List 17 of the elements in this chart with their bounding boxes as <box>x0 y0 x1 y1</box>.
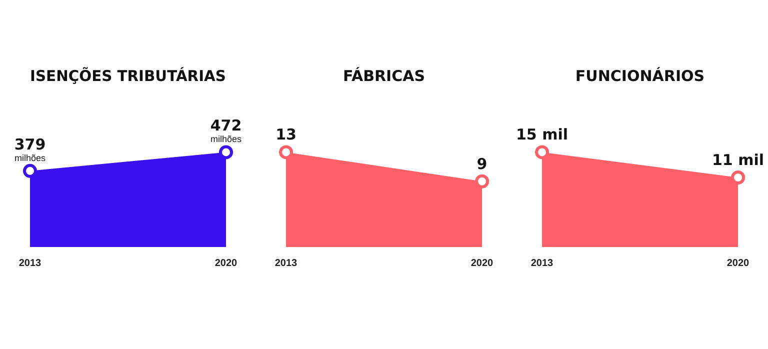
x-tick-label: 2013 <box>530 258 554 269</box>
chart-title: FÁBRICAS <box>342 66 426 85</box>
data-label: 472 <box>210 116 242 135</box>
chart-title: FUNCIONÁRIOS <box>575 66 705 85</box>
x-tick-label: 2013 <box>18 258 42 269</box>
annotation: milhões <box>14 152 46 163</box>
annotation: milhões <box>210 134 242 144</box>
data-label: 13 <box>276 126 296 144</box>
data-label: 379 <box>14 135 46 154</box>
x-tick-label: 2020 <box>726 258 750 269</box>
data-label: 9 <box>476 154 488 173</box>
data-label: 11 mil <box>712 150 764 169</box>
x-tick-label: 2020 <box>214 258 238 269</box>
x-tick-label: 2013 <box>274 258 298 269</box>
x-tick-label: 2020 <box>470 258 494 269</box>
chart-title: ISENÇÕES TRIBUTÁRIAS <box>30 66 226 85</box>
data-label: 15 mil <box>516 126 568 144</box>
